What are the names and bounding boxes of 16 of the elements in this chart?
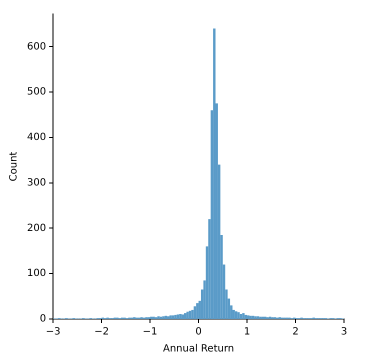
x-axis-title: Annual Return — [162, 344, 234, 355]
y-tick-label: 500 — [26, 86, 46, 98]
y-axis-title: Count — [8, 152, 20, 182]
x-tick-label: 2 — [292, 326, 299, 338]
x-tick-label: −2 — [94, 326, 109, 338]
y-tick-label: 300 — [26, 177, 46, 188]
y-tick-label: 400 — [26, 132, 46, 144]
x-tick-label: −3 — [46, 326, 60, 338]
y-tick-label: 600 — [26, 41, 46, 52]
y-tick-label: 200 — [26, 222, 46, 234]
x-tick-label: 1 — [244, 326, 250, 338]
x-tick-label: −1 — [142, 326, 158, 338]
x-tick-label: 0 — [195, 326, 202, 338]
y-tick-label: 0 — [40, 314, 46, 325]
y-tick-label: 100 — [26, 268, 46, 280]
x-tick-label: 3 — [340, 326, 348, 338]
